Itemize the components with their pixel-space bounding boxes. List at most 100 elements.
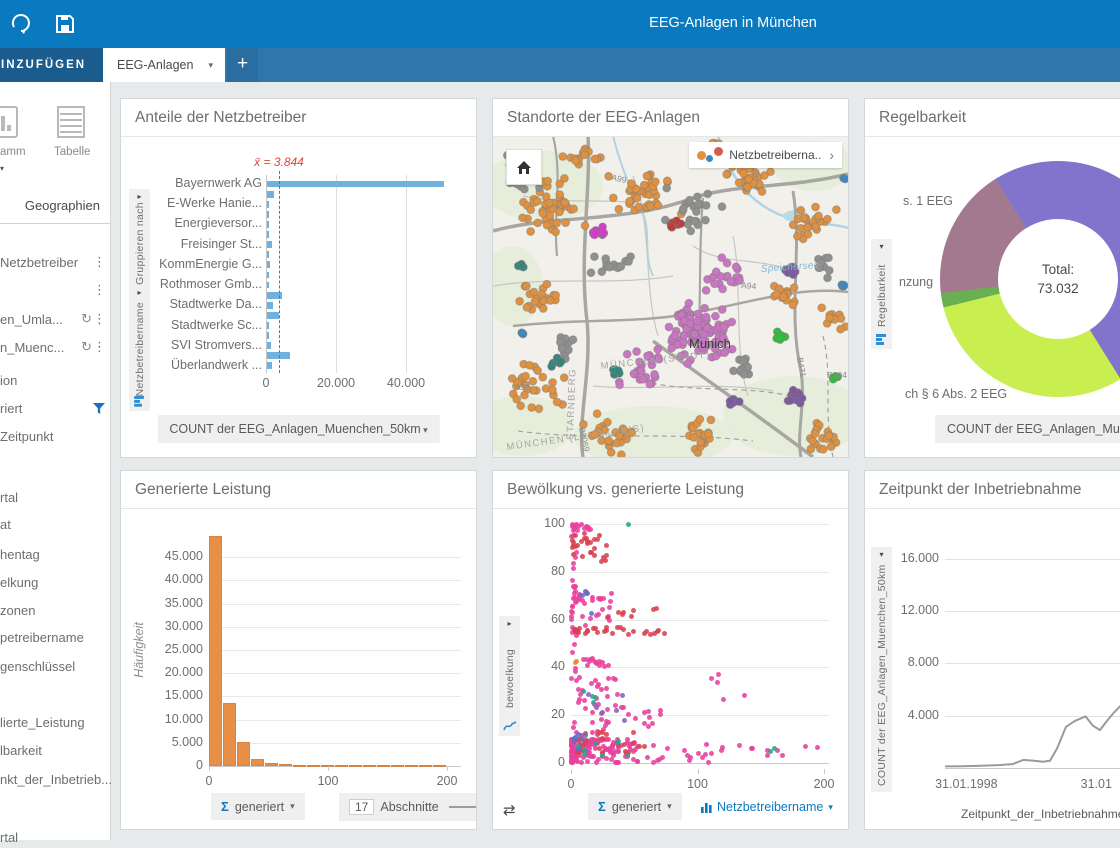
bar-segment[interactable] <box>267 200 269 208</box>
scatter-point[interactable] <box>703 741 709 747</box>
scatter-point[interactable] <box>630 740 636 746</box>
map-dot[interactable] <box>532 196 542 206</box>
map-dot[interactable] <box>692 207 701 216</box>
map-dot[interactable] <box>615 431 624 441</box>
map-legend[interactable]: Netzbetreiberna.. › <box>689 142 842 168</box>
scatter-point[interactable] <box>614 759 620 765</box>
scatter-point[interactable] <box>579 760 585 766</box>
scatter-point[interactable] <box>592 746 598 752</box>
scatter-point[interactable] <box>720 697 726 703</box>
scatter-point[interactable] <box>574 632 580 638</box>
scatter-point[interactable] <box>583 732 589 738</box>
map-dot[interactable] <box>806 444 816 454</box>
histogram-bar[interactable] <box>405 765 418 767</box>
map-dot[interactable] <box>717 253 727 263</box>
map-dot[interactable] <box>534 404 544 414</box>
scatter-point[interactable] <box>613 707 619 713</box>
scatter-point[interactable] <box>775 747 781 753</box>
map-dot[interactable] <box>522 303 532 312</box>
scatter-point[interactable] <box>764 747 770 753</box>
scatter-point[interactable] <box>641 709 647 715</box>
scatter-point[interactable] <box>590 699 596 705</box>
scatter-point[interactable] <box>592 678 598 684</box>
scatter-point[interactable] <box>596 736 602 742</box>
scatter-point[interactable] <box>570 540 576 546</box>
scatter-point[interactable] <box>582 530 588 536</box>
map-dot[interactable] <box>788 385 798 395</box>
map-dot[interactable] <box>558 152 568 161</box>
scatter-point[interactable] <box>594 536 600 542</box>
map-dot[interactable] <box>520 390 529 400</box>
map-dot[interactable] <box>590 230 599 240</box>
scatter-point[interactable] <box>636 743 642 749</box>
map-dot[interactable] <box>693 192 702 202</box>
histogram-bar[interactable] <box>237 742 250 766</box>
line-y-field-tab[interactable]: ▾ COUNT der EEG_Anlagen_Muenchen_50km <box>871 547 892 792</box>
scatter-point[interactable] <box>645 708 651 714</box>
scatter-point[interactable] <box>577 675 583 681</box>
map-dot[interactable] <box>542 220 552 230</box>
scatter-point[interactable] <box>583 705 589 711</box>
histogram-bar[interactable] <box>349 765 362 767</box>
scatter-point[interactable] <box>569 675 575 681</box>
histogram-bar[interactable] <box>391 765 404 767</box>
scatter-point[interactable] <box>610 676 616 681</box>
map-dot[interactable] <box>608 193 618 203</box>
scatter-point[interactable] <box>600 660 606 666</box>
scatter-point[interactable] <box>574 677 580 683</box>
tab-eeg-anlagen[interactable]: EEG-Anlagen ▾ <box>103 48 225 82</box>
scatter-point[interactable] <box>652 631 658 637</box>
scatter-point[interactable] <box>596 746 602 752</box>
scatter-point[interactable] <box>571 551 577 557</box>
scatter-point[interactable] <box>600 753 606 759</box>
map-dot[interactable] <box>785 396 795 406</box>
scatter-point[interactable] <box>595 611 601 617</box>
map-dot[interactable] <box>739 169 748 178</box>
map-dot[interactable] <box>517 261 527 271</box>
scatter-y-field-tab[interactable]: ▸ bewoelkung <box>499 616 520 736</box>
scatter-point[interactable] <box>584 663 590 669</box>
number-field-selector[interactable]: COUNT der EEG_Anlagen_Muenchen_50km <box>935 415 1120 443</box>
map-dot[interactable] <box>840 174 848 184</box>
scatter-point[interactable] <box>584 538 590 544</box>
scatter-point[interactable] <box>702 751 708 757</box>
map-dot[interactable] <box>645 379 655 389</box>
map-dot[interactable] <box>605 262 614 272</box>
scatter-point[interactable] <box>609 591 615 597</box>
number-field-selector[interactable]: COUNT der EEG_Anlagen_Muenchen_50km ▾ <box>157 415 440 443</box>
scatter-plot[interactable]: 0 20 40 60 80 100 0 100 200 <box>493 471 848 829</box>
expand-icon[interactable]: ▸ <box>137 192 142 201</box>
scatter-point[interactable] <box>611 747 617 753</box>
map-dot[interactable] <box>556 357 566 367</box>
map-dot[interactable] <box>823 214 832 224</box>
map-dot[interactable] <box>796 205 806 215</box>
sidebar-item[interactable]: lierte_Leistung <box>0 713 111 733</box>
map-dot[interactable] <box>704 429 713 439</box>
scatter-point[interactable] <box>581 741 587 747</box>
map-dot[interactable] <box>711 351 721 361</box>
map-dot[interactable] <box>529 287 539 297</box>
map-dot[interactable] <box>684 298 694 308</box>
scatter-point[interactable] <box>687 754 693 760</box>
map-dot[interactable] <box>590 430 600 439</box>
map-dot[interactable] <box>560 174 569 183</box>
bins-control[interactable]: 17 Abschnitte <box>339 793 476 821</box>
map-dot[interactable] <box>580 221 590 231</box>
map-dot[interactable] <box>701 215 710 225</box>
sidebar-item[interactable]: riert <box>0 399 111 419</box>
map-dot[interactable] <box>824 431 834 441</box>
scatter-point[interactable] <box>627 747 633 753</box>
scatter-point[interactable] <box>586 526 592 532</box>
bar-segment[interactable] <box>267 291 283 299</box>
scatter-point[interactable] <box>574 527 580 533</box>
bar-segment[interactable] <box>267 241 273 249</box>
scatter-point[interactable] <box>700 754 706 760</box>
scatter-point[interactable] <box>597 659 603 665</box>
scatter-point[interactable] <box>594 629 600 635</box>
scatter-point[interactable] <box>569 521 575 527</box>
map-dot[interactable] <box>700 303 710 313</box>
map-dot[interactable] <box>722 258 732 268</box>
scatter-point[interactable] <box>646 714 652 720</box>
sidebar-item[interactable]: lbarkeit <box>0 741 111 761</box>
scatter-point[interactable] <box>584 758 590 764</box>
